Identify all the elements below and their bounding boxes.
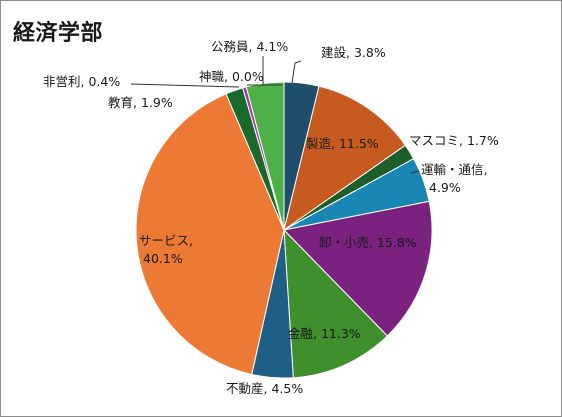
leader-line <box>410 170 420 174</box>
slice-label: 不動産, 4.5% <box>226 381 303 396</box>
pie-slice <box>282 200 433 337</box>
slice-label: サービス, 40.1% <box>139 233 193 266</box>
slice-label: 公務員, 4.1% <box>211 39 288 54</box>
pie-slice <box>135 93 285 376</box>
chart-title: 経済学部 <box>13 21 104 46</box>
pie-slice <box>283 228 389 379</box>
leader-line <box>291 60 302 84</box>
leader-line <box>402 148 408 154</box>
leader-lines <box>130 56 420 174</box>
slice-label: 製造, 11.5% <box>306 136 379 151</box>
pie-slice <box>283 85 407 232</box>
slice-label: 神職, 0.0% <box>199 69 264 84</box>
slice-label: 教育, 1.9% <box>108 95 173 110</box>
slice-label: 金融, 11.3% <box>288 326 361 341</box>
leader-line <box>130 83 240 88</box>
slice-label: マスコミ, 1.7% <box>409 133 499 148</box>
slice-labels: 建設, 3.8% 製造, 11.5% マスコミ, 1.7% 運輸・通信, 4.9% 卸・小… <box>43 39 499 396</box>
pie-slices <box>135 81 433 379</box>
slice-label: 非営利, 0.4% <box>43 74 120 89</box>
slice-label: 運輸・通信, 4.9% <box>421 162 487 195</box>
pie-slice <box>245 81 285 231</box>
slice-label: 建設, 3.8% <box>321 45 386 60</box>
slice-label: 卸・小売, 15.8% <box>319 235 417 250</box>
